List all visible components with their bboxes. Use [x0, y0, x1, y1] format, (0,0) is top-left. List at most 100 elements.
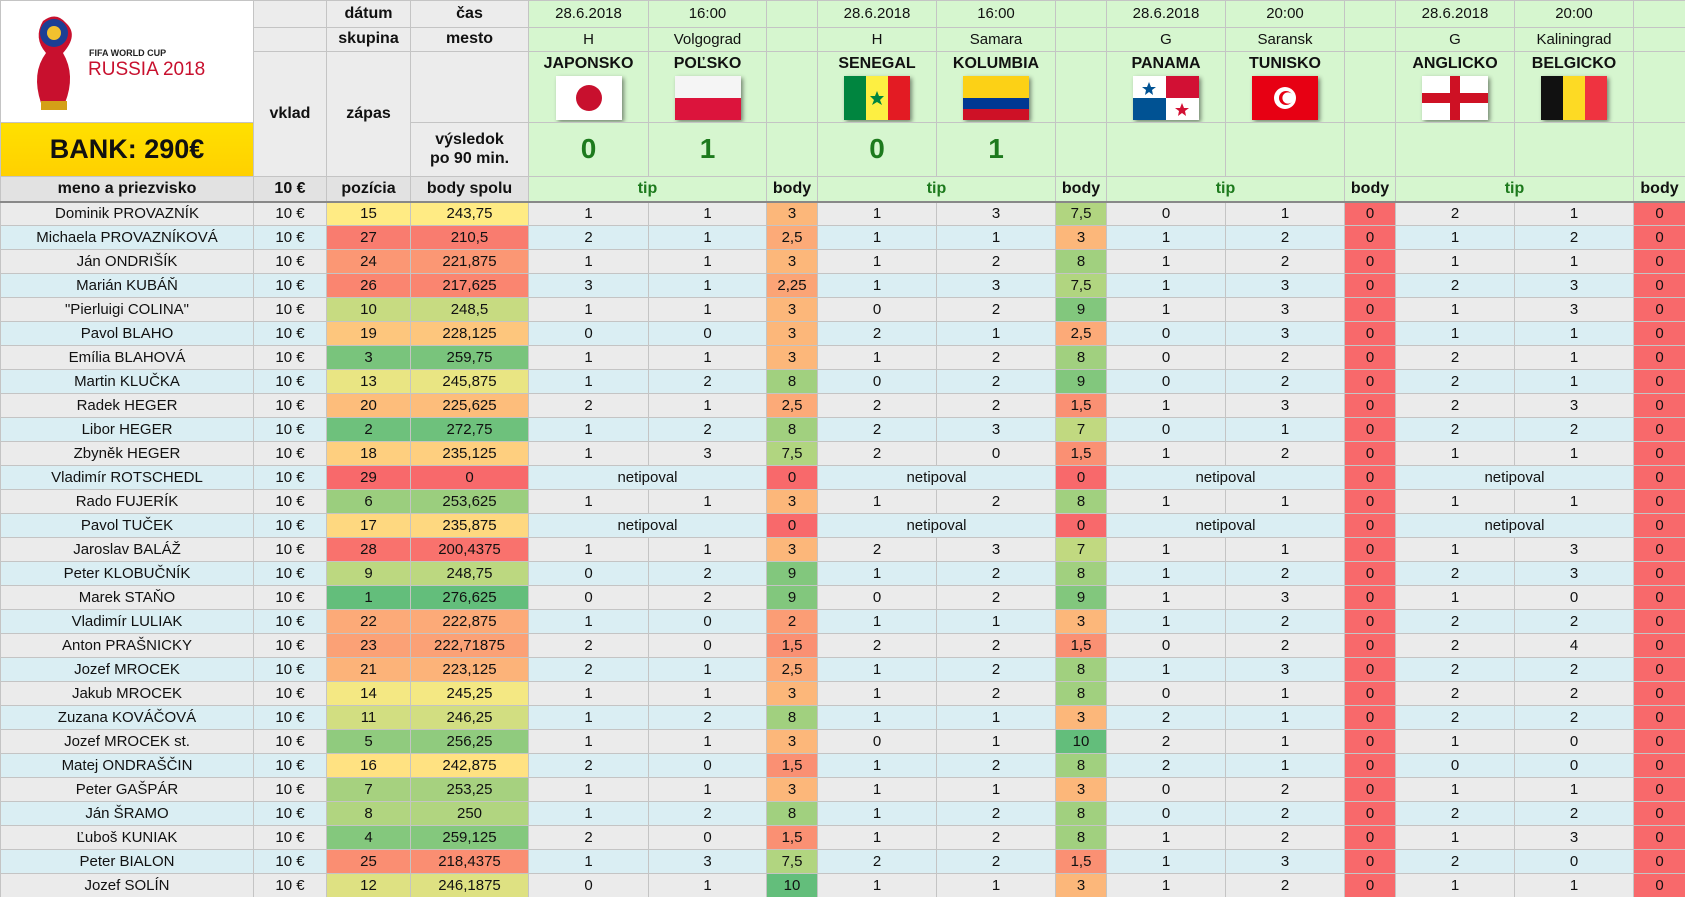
tip: 2 [936, 681, 1056, 706]
tip: 1 [528, 801, 649, 826]
tip: 1 [1514, 249, 1634, 274]
player-name: Michaela PROVAZNÍKOVÁ [0, 225, 254, 250]
tip: 3 [936, 201, 1056, 226]
player-name: Vladimír ROTSCHEDL [0, 465, 254, 490]
tip-header: tip [817, 176, 1056, 203]
flag [1133, 76, 1199, 121]
empty [410, 51, 529, 123]
match-points: 0 [1344, 441, 1396, 466]
tip: 1 [817, 753, 937, 778]
tip-header: tip [1106, 176, 1345, 203]
no-tip: netipoval [528, 513, 767, 538]
position: 10 [326, 297, 411, 322]
match-points: 0 [1344, 705, 1396, 730]
tip: 2 [648, 585, 767, 610]
tip: 2 [1106, 705, 1226, 730]
total-points: 228,125 [410, 321, 529, 346]
stake: 10 € [253, 201, 327, 226]
tip: 2 [1395, 417, 1515, 442]
tip: 2 [817, 537, 937, 562]
tip: 1 [528, 537, 649, 562]
row: Peter BIALON 10 €25 218,4375 1 3 7,5 2 2 1,5 1 3 0 2… [0, 849, 1685, 874]
player-name: Martin KLUČKA [0, 369, 254, 394]
match-points: 0 [1344, 465, 1396, 490]
match-points: 0 [1633, 681, 1685, 706]
match-points: 0 [766, 465, 818, 490]
tip: 1 [817, 777, 937, 802]
tip: 1 [1225, 753, 1345, 778]
match-points: 0 [1633, 825, 1685, 850]
match-points: 8 [766, 417, 818, 442]
match-points: 3 [766, 297, 818, 322]
empty [1055, 51, 1107, 123]
empty [766, 122, 818, 177]
position: 28 [326, 537, 411, 562]
position: 6 [326, 489, 411, 514]
match-points: 0 [1633, 705, 1685, 730]
match-points: 9 [766, 585, 818, 610]
match-date: 28.6.2018 [817, 0, 937, 28]
position: 8 [326, 801, 411, 826]
player-name: Vladimír LULIAK [0, 609, 254, 634]
row: Rado FUJERÍK 10 €6 253,625 1 1 3 1 2 8 1 1 0 1 1 0 [0, 489, 1685, 514]
match-points: 0 [1633, 513, 1685, 538]
stake: 10 € [253, 441, 327, 466]
tip: 2 [1514, 681, 1634, 706]
tip: 2 [936, 585, 1056, 610]
tip: 1 [1514, 873, 1634, 897]
team: BELGICKO [1514, 51, 1634, 123]
tip: 1 [817, 273, 937, 298]
empty [1344, 122, 1396, 177]
team-name: PANAMA [1131, 55, 1201, 72]
tip: 1 [817, 561, 937, 586]
tip: 1 [528, 297, 649, 322]
player-name: Jozef MROCEK [0, 657, 254, 682]
row: skupina mesto H Volgograd H Samara G Saransk G Ka… [1, 27, 1685, 52]
total-points: 218,4375 [410, 849, 529, 874]
match-points: 3 [1055, 225, 1107, 250]
tip: 0 [817, 297, 937, 322]
tip: 2 [1225, 777, 1345, 802]
match-points: 0 [1344, 273, 1396, 298]
total-points: 248,75 [410, 561, 529, 586]
tip: 1 [528, 441, 649, 466]
match-points: 0 [1344, 249, 1396, 274]
total-points: 235,875 [410, 513, 529, 538]
flag [1541, 76, 1607, 121]
team: ANGLICKO [1395, 51, 1515, 123]
player-name: Libor HEGER [0, 417, 254, 442]
match-points: 0 [1344, 801, 1396, 826]
total-points: 223,125 [410, 657, 529, 682]
tip: 1 [1395, 225, 1515, 250]
tip: 2 [1514, 705, 1634, 730]
tip: 1 [648, 201, 767, 226]
points-header: body [1055, 176, 1107, 203]
name-header: meno a priezvisko [0, 176, 254, 203]
no-tip: netipoval [1106, 465, 1345, 490]
match-points: 0 [1633, 609, 1685, 634]
empty [1106, 122, 1226, 177]
stake: 10 € [253, 273, 327, 298]
empty [1055, 27, 1107, 52]
match-points: 0 [1344, 777, 1396, 802]
player-name: Emília BLAHOVÁ [0, 345, 254, 370]
tip: 1 [1514, 369, 1634, 394]
empty [1344, 0, 1396, 28]
match-points: 0 [1344, 849, 1396, 874]
player-name: Marek STAŇO [0, 585, 254, 610]
position: 12 [326, 873, 411, 897]
total-points: 259,75 [410, 345, 529, 370]
tip: 2 [936, 369, 1056, 394]
match-points: 2 [766, 609, 818, 634]
tip: 0 [1514, 849, 1634, 874]
match-date: 28.6.2018 [528, 0, 649, 28]
tip: 0 [648, 633, 767, 658]
tip: 2 [648, 369, 767, 394]
position: 25 [326, 849, 411, 874]
player-name: Matej ONDRAŠČIN [0, 753, 254, 778]
match-points: 7,5 [1055, 273, 1107, 298]
tip: 1 [1106, 585, 1226, 610]
tip: 0 [1106, 201, 1226, 226]
match-points: 3 [766, 321, 818, 346]
